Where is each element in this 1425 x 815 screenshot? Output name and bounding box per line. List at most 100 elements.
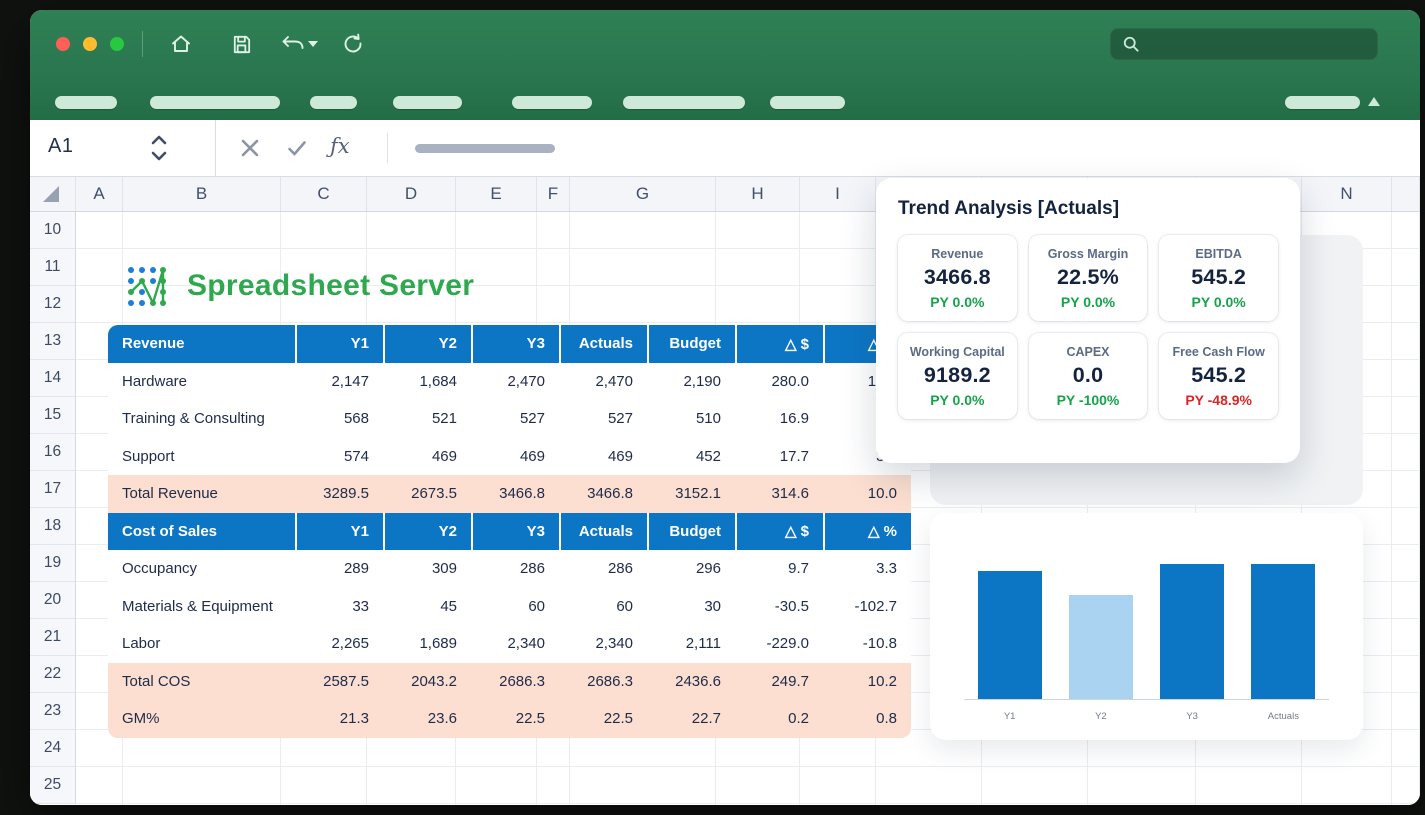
table-cell[interactable]: 10.0 xyxy=(867,485,897,503)
table-cell[interactable]: 2,265 xyxy=(331,635,369,653)
redo-button[interactable] xyxy=(338,29,368,59)
confirm-entry-button[interactable] xyxy=(282,133,312,163)
table-cell[interactable]: 289 xyxy=(343,560,369,578)
table-cell[interactable]: 527 xyxy=(519,410,545,428)
row-header-15[interactable]: 15 xyxy=(30,397,76,434)
menu-item-pill[interactable] xyxy=(310,96,357,109)
minimize-window-button[interactable] xyxy=(83,37,97,51)
column-header-B[interactable]: B xyxy=(123,177,281,211)
table-cell[interactable]: 3466.8 xyxy=(587,485,633,503)
menu-item-pill[interactable] xyxy=(150,96,280,109)
table-cell[interactable]: 286 xyxy=(607,560,633,578)
menu-item-pill[interactable] xyxy=(770,96,845,109)
save-button[interactable] xyxy=(226,29,256,59)
table-cell[interactable]: 469 xyxy=(431,447,457,465)
table-cell[interactable]: 2686.3 xyxy=(499,672,545,690)
column-header-G[interactable]: G xyxy=(570,177,716,211)
table-cell[interactable]: 309 xyxy=(431,560,457,578)
table-cell[interactable]: 0.2 xyxy=(788,710,809,728)
row-header-21[interactable]: 21 xyxy=(30,619,76,656)
search-input[interactable] xyxy=(1110,28,1378,60)
table-cell[interactable]: 0.8 xyxy=(876,710,897,728)
table-cell[interactable]: 1,684 xyxy=(419,372,457,390)
table-cell[interactable]: 2686.3 xyxy=(587,672,633,690)
table-cell[interactable]: 510 xyxy=(695,410,721,428)
table-cell[interactable]: 2,340 xyxy=(507,635,545,653)
table-cell[interactable]: 3466.8 xyxy=(499,485,545,503)
table-cell[interactable]: 22.7 xyxy=(691,710,721,728)
table-row-label[interactable]: Support xyxy=(122,447,175,465)
column-header-partial[interactable] xyxy=(1392,177,1420,211)
table-cell[interactable]: 296 xyxy=(695,560,721,578)
table-cell[interactable]: 16.9 xyxy=(779,410,809,428)
table-cell[interactable]: 2,470 xyxy=(507,372,545,390)
row-header-17[interactable]: 17 xyxy=(30,471,76,508)
table-cell[interactable]: 17.7 xyxy=(779,447,809,465)
row-header-22[interactable]: 22 xyxy=(30,656,76,693)
table-cell[interactable]: 21.3 xyxy=(339,710,369,728)
row-header-19[interactable]: 19 xyxy=(30,545,76,582)
table-cell[interactable]: 2,340 xyxy=(595,635,633,653)
table-cell[interactable]: 469 xyxy=(519,447,545,465)
table-cell[interactable]: 22.5 xyxy=(515,710,545,728)
table-cell[interactable]: -30.5 xyxy=(774,597,809,615)
menu-item-pill[interactable] xyxy=(623,96,745,109)
column-header-I[interactable]: I xyxy=(800,177,876,211)
table-cell[interactable]: 2043.2 xyxy=(411,672,457,690)
row-header-11[interactable]: 11 xyxy=(30,249,76,286)
table-cell[interactable]: 2,111 xyxy=(685,635,721,653)
select-all-cell[interactable] xyxy=(30,177,76,211)
row-header-20[interactable]: 20 xyxy=(30,582,76,619)
zoom-window-button[interactable] xyxy=(110,37,124,51)
insert-function-button[interactable]: ƒx xyxy=(330,134,350,158)
table-cell[interactable]: 521 xyxy=(431,410,457,428)
table-cell[interactable]: 2436.6 xyxy=(675,672,721,690)
table-cell[interactable]: -102.7 xyxy=(854,597,897,615)
name-box-chevrons-icon[interactable] xyxy=(148,133,170,168)
table-cell[interactable]: 45 xyxy=(440,597,457,615)
table-cell[interactable]: 2673.5 xyxy=(411,485,457,503)
name-box[interactable]: A1 xyxy=(30,120,216,176)
table-row-label[interactable]: Occupancy xyxy=(122,560,198,578)
collapse-ribbon-icon[interactable] xyxy=(1368,97,1380,106)
table-cell[interactable]: 33 xyxy=(352,597,369,615)
menu-item-pill[interactable] xyxy=(55,96,117,109)
column-header-N[interactable]: N xyxy=(1302,177,1392,211)
table-cell[interactable]: 30 xyxy=(704,597,721,615)
cancel-entry-button[interactable] xyxy=(235,133,265,163)
table-cell[interactable]: 574 xyxy=(343,447,369,465)
column-header-H[interactable]: H xyxy=(716,177,800,211)
table-cell[interactable]: 3.3 xyxy=(876,560,897,578)
table-cell[interactable]: 469 xyxy=(607,447,633,465)
table-cell[interactable]: 2,147 xyxy=(331,372,369,390)
table-cell[interactable]: -229.0 xyxy=(766,635,809,653)
table-cell[interactable]: 60 xyxy=(528,597,545,615)
table-row-label[interactable]: Labor xyxy=(122,635,161,653)
table-cell[interactable]: 10.2 xyxy=(867,672,897,690)
menu-item-pill[interactable] xyxy=(512,96,592,109)
table-row-label[interactable]: Total COS xyxy=(122,672,191,690)
menu-item-pill[interactable] xyxy=(1285,96,1360,109)
table-cell[interactable]: 23.6 xyxy=(427,710,457,728)
table-cell[interactable]: 22.5 xyxy=(603,710,633,728)
column-header-E[interactable]: E xyxy=(456,177,537,211)
column-header-D[interactable]: D xyxy=(367,177,456,211)
row-header-18[interactable]: 18 xyxy=(30,508,76,545)
row-header-25[interactable]: 25 xyxy=(30,767,76,804)
table-cell[interactable]: 2,190 xyxy=(683,372,721,390)
table-row-label[interactable]: Total Revenue xyxy=(122,485,218,503)
formula-input-placeholder[interactable] xyxy=(415,144,555,153)
table-cell[interactable]: 1,689 xyxy=(419,635,457,653)
close-window-button[interactable] xyxy=(56,37,70,51)
row-header-24[interactable]: 24 xyxy=(30,730,76,767)
row-header-16[interactable]: 16 xyxy=(30,434,76,471)
table-cell[interactable]: 314.6 xyxy=(771,485,809,503)
table-cell[interactable]: 527 xyxy=(607,410,633,428)
table-cell[interactable]: 2587.5 xyxy=(323,672,369,690)
table-cell[interactable]: 3152.1 xyxy=(675,485,721,503)
row-header-14[interactable]: 14 xyxy=(30,360,76,397)
row-header-10[interactable]: 10 xyxy=(30,212,76,249)
table-cell[interactable]: 286 xyxy=(519,560,545,578)
column-header-A[interactable]: A xyxy=(76,177,123,211)
undo-button[interactable] xyxy=(278,29,308,59)
